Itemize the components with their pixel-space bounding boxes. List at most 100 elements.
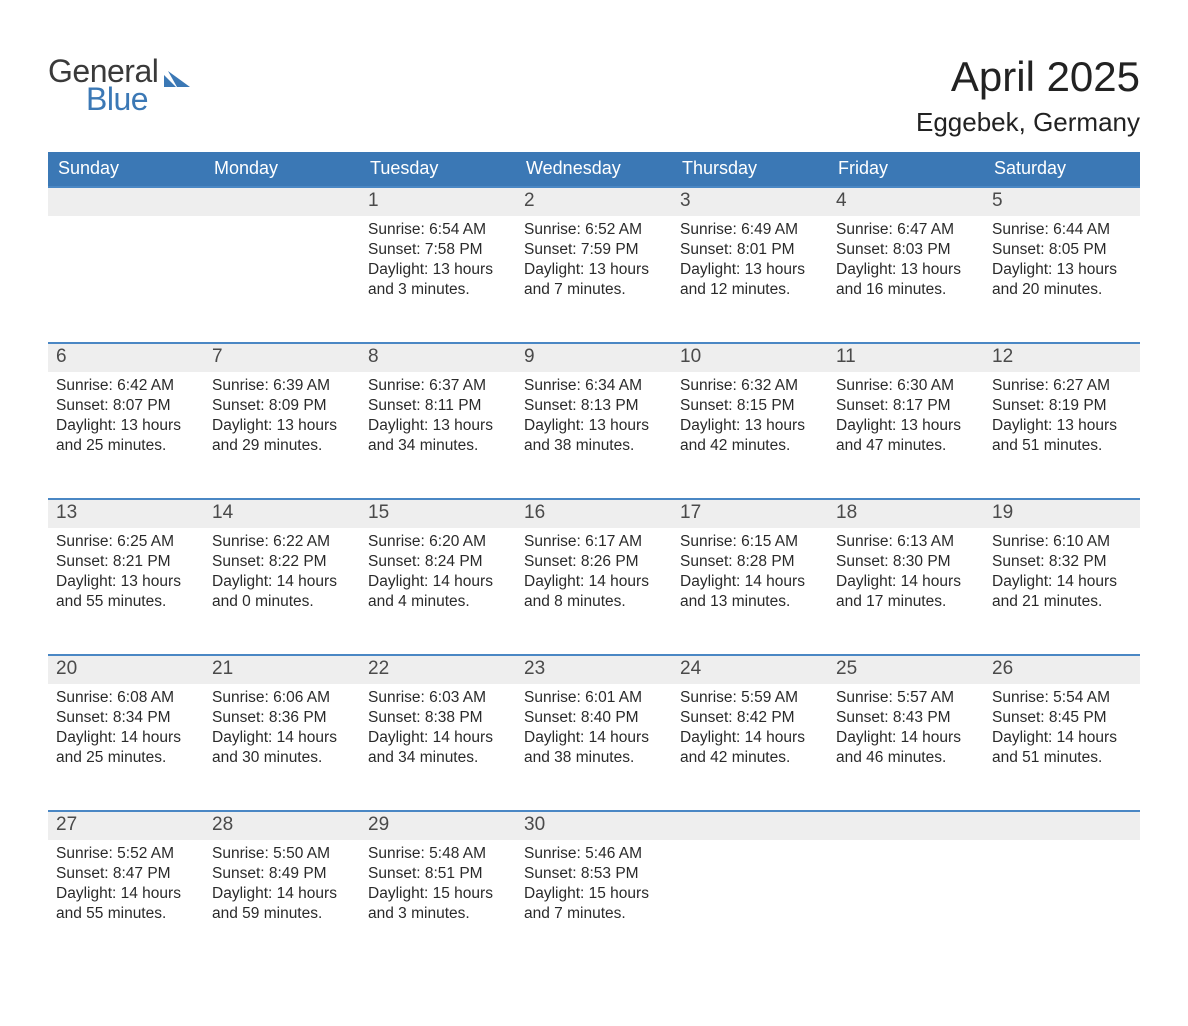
sunset-label: Sunset: [212, 865, 269, 882]
sunrise-line: Sunrise: 5:54 AM [992, 688, 1132, 708]
sunrise-label: Sunrise: [836, 221, 897, 238]
daylight-label: Daylight: [368, 729, 433, 746]
daylight-line: Daylight: 13 hours and 20 minutes. [992, 260, 1132, 300]
sunset-value: 8:43 PM [893, 709, 951, 726]
sunset-line: Sunset: 8:01 PM [680, 240, 820, 260]
day-body-row: Sunrise: 6:25 AMSunset: 8:21 PMDaylight:… [48, 528, 1140, 654]
sunset-value: 8:49 PM [269, 865, 327, 882]
sunrise-label: Sunrise: [836, 533, 897, 550]
sunset-line: Sunset: 8:45 PM [992, 708, 1132, 728]
daylight-line: Daylight: 13 hours and 42 minutes. [680, 416, 820, 456]
daylight-label: Daylight: [212, 573, 277, 590]
sunset-line: Sunset: 8:13 PM [524, 396, 664, 416]
sunset-label: Sunset: [992, 241, 1049, 258]
date-number-row: 6789101112 [48, 344, 1140, 372]
sunrise-line: Sunrise: 5:48 AM [368, 844, 508, 864]
sunrise-label: Sunrise: [212, 533, 273, 550]
sunrise-value: 6:20 AM [429, 533, 486, 550]
calendar-week: 13141516171819Sunrise: 6:25 AMSunset: 8:… [48, 498, 1140, 654]
sunset-label: Sunset: [56, 865, 113, 882]
sunset-label: Sunset: [680, 397, 737, 414]
sunrise-line: Sunrise: 5:57 AM [836, 688, 976, 708]
daylight-line: Daylight: 14 hours and 55 minutes. [56, 884, 196, 924]
daylight-line: Daylight: 15 hours and 7 minutes. [524, 884, 664, 924]
day-cell: Sunrise: 6:47 AMSunset: 8:03 PMDaylight:… [828, 216, 984, 342]
sunset-line: Sunset: 8:47 PM [56, 864, 196, 884]
sunrise-label: Sunrise: [56, 533, 117, 550]
sunset-line: Sunset: 8:38 PM [368, 708, 508, 728]
day-cell: Sunrise: 6:10 AMSunset: 8:32 PMDaylight:… [984, 528, 1140, 654]
daylight-label: Daylight: [992, 261, 1057, 278]
day-of-week-header: Sunday Monday Tuesday Wednesday Thursday… [48, 152, 1140, 186]
daylight-label: Daylight: [524, 729, 589, 746]
day-cell: Sunrise: 6:22 AMSunset: 8:22 PMDaylight:… [204, 528, 360, 654]
sunset-label: Sunset: [56, 709, 113, 726]
daylight-line: Daylight: 13 hours and 25 minutes. [56, 416, 196, 456]
sunset-label: Sunset: [212, 553, 269, 570]
sunrise-label: Sunrise: [992, 533, 1053, 550]
sunset-value: 8:17 PM [893, 397, 951, 414]
daylight-line: Daylight: 13 hours and 47 minutes. [836, 416, 976, 456]
daylight-line: Daylight: 14 hours and 13 minutes. [680, 572, 820, 612]
date-number: 23 [516, 656, 672, 684]
daylight-label: Daylight: [368, 261, 433, 278]
dow-monday: Monday [204, 152, 360, 186]
date-number: 19 [984, 500, 1140, 528]
sunrise-value: 6:49 AM [741, 221, 798, 238]
logo-text-blue: Blue [86, 83, 190, 115]
calendar-week: 27282930Sunrise: 5:52 AMSunset: 8:47 PMD… [48, 810, 1140, 966]
day-cell: Sunrise: 5:52 AMSunset: 8:47 PMDaylight:… [48, 840, 204, 966]
sunset-line: Sunset: 8:51 PM [368, 864, 508, 884]
sunset-value: 8:03 PM [893, 241, 951, 258]
date-number: 3 [672, 188, 828, 216]
sunrise-label: Sunrise: [56, 845, 117, 862]
day-cell: Sunrise: 6:42 AMSunset: 8:07 PMDaylight:… [48, 372, 204, 498]
sunrise-line: Sunrise: 6:13 AM [836, 532, 976, 552]
day-cell: Sunrise: 5:59 AMSunset: 8:42 PMDaylight:… [672, 684, 828, 810]
sunrise-value: 6:44 AM [1053, 221, 1110, 238]
sunset-label: Sunset: [368, 709, 425, 726]
calendar-week: 12345Sunrise: 6:54 AMSunset: 7:58 PMDayl… [48, 186, 1140, 342]
sunset-line: Sunset: 8:07 PM [56, 396, 196, 416]
sunset-label: Sunset: [524, 709, 581, 726]
day-cell: Sunrise: 5:57 AMSunset: 8:43 PM Daylight:… [828, 684, 984, 810]
sunrise-label: Sunrise: [368, 689, 429, 706]
sunset-value: 8:21 PM [113, 553, 171, 570]
sunset-label: Sunset: [836, 553, 893, 570]
sunrise-value: 6:15 AM [741, 533, 798, 550]
sunset-line: Sunset: 8:19 PM [992, 396, 1132, 416]
sunset-value: 8:42 PM [737, 709, 795, 726]
daylight-line: Daylight: 13 hours and 7 minutes. [524, 260, 664, 300]
day-cell: Sunrise: 5:54 AMSunset: 8:45 PMDaylight:… [984, 684, 1140, 810]
sunrise-line: Sunrise: 5:50 AM [212, 844, 352, 864]
page: General Blue April 2025 Eggebek, Germany… [0, 0, 1188, 1026]
sunset-value: 8:28 PM [737, 553, 795, 570]
daylight-line: Daylight: 14 hours and 17 minutes. [836, 572, 976, 612]
daylight-label: Daylight: [212, 417, 277, 434]
sunrise-value: 6:39 AM [273, 377, 330, 394]
daylight-label: Daylight: [368, 885, 433, 902]
sunrise-line: Sunrise: 6:42 AM [56, 376, 196, 396]
sunset-label: Sunset: [56, 553, 113, 570]
date-number: 27 [48, 812, 204, 840]
sunrise-line: Sunrise: 6:44 AM [992, 220, 1132, 240]
date-number: 5 [984, 188, 1140, 216]
date-number: 11 [828, 344, 984, 372]
sunrise-label: Sunrise: [680, 533, 741, 550]
date-number: 10 [672, 344, 828, 372]
sunrise-label: Sunrise: [836, 377, 897, 394]
date-number: 30 [516, 812, 672, 840]
sunrise-label: Sunrise: [524, 689, 585, 706]
date-number-row: 12345 [48, 188, 1140, 216]
day-cell: Sunrise: 6:01 AMSunset: 8:40 PMDaylight:… [516, 684, 672, 810]
day-cell [828, 840, 984, 966]
daylight-label: Daylight: [524, 261, 589, 278]
sunset-label: Sunset: [836, 241, 893, 258]
day-cell: Sunrise: 6:13 AMSunset: 8:30 PMDaylight:… [828, 528, 984, 654]
sunrise-label: Sunrise: [524, 377, 585, 394]
daylight-label: Daylight: [836, 729, 901, 746]
sunset-label: Sunset: [836, 709, 893, 726]
day-cell: Sunrise: 6:17 AMSunset: 8:26 PMDaylight:… [516, 528, 672, 654]
sunrise-value: 6:30 AM [897, 377, 954, 394]
sunset-line: Sunset: 8:15 PM [680, 396, 820, 416]
